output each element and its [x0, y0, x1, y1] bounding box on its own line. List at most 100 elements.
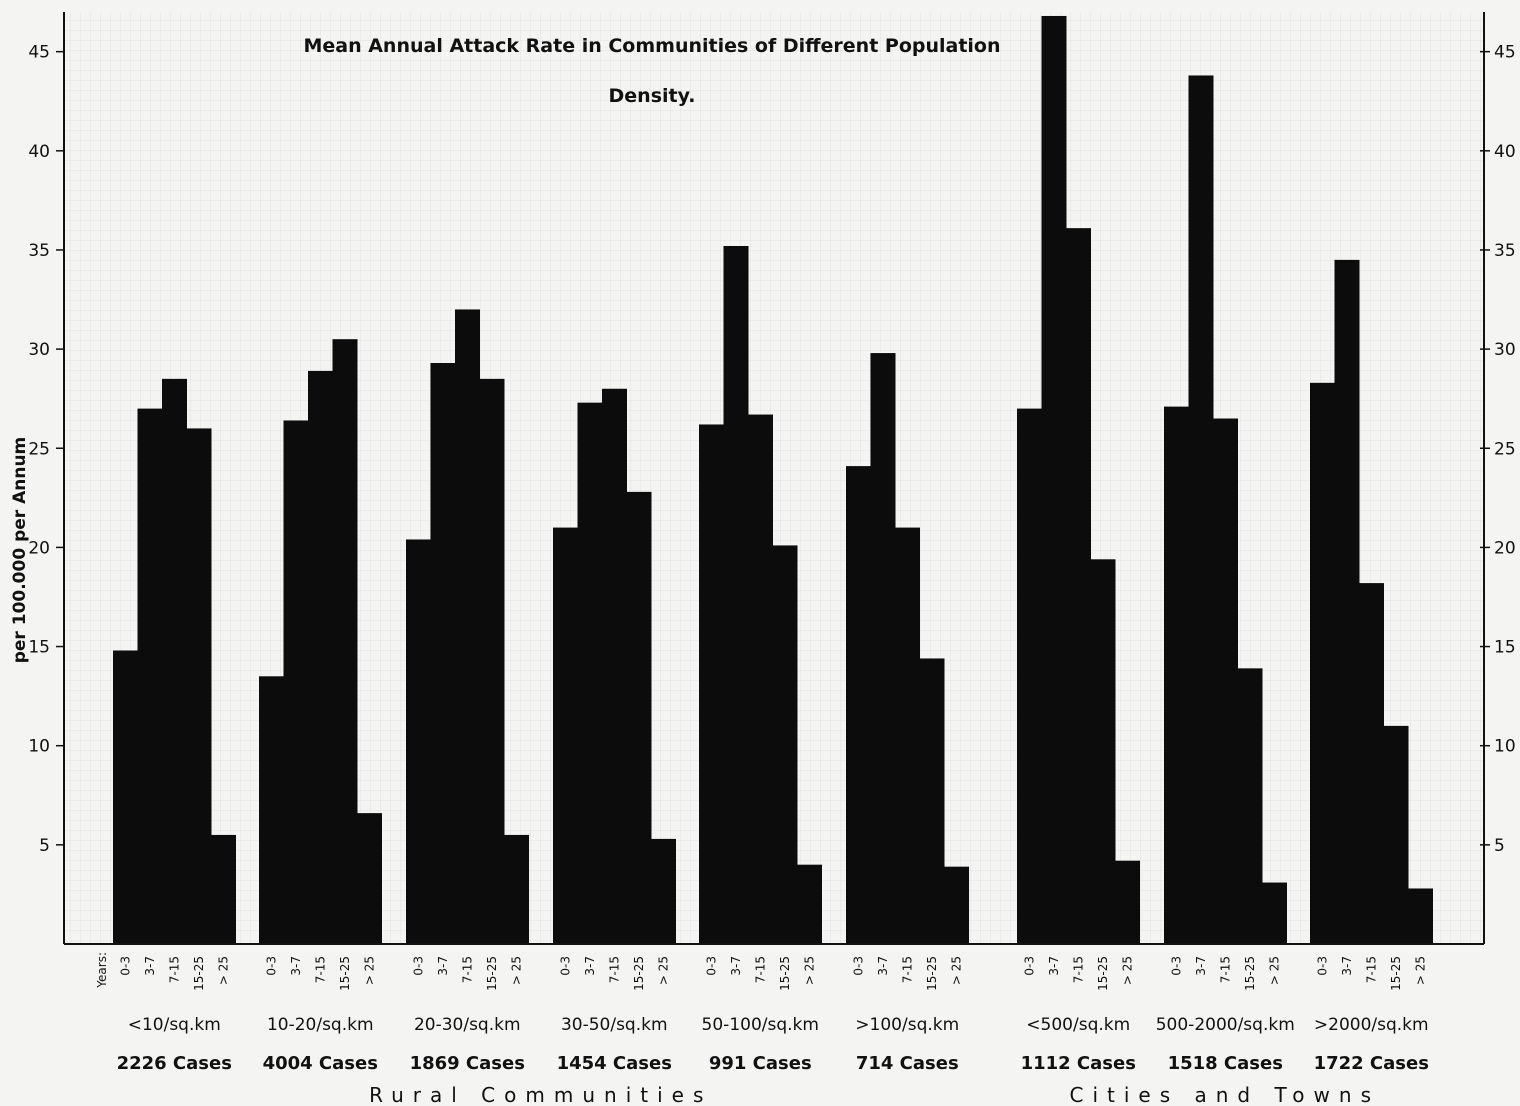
bar	[162, 378, 187, 944]
age-tick-label: 3-7	[1340, 956, 1354, 976]
bar	[1164, 406, 1189, 944]
right-tick-label: 35	[1494, 241, 1516, 261]
bar-group	[259, 339, 382, 944]
section-labels: Rural Communities Cities and Towns	[369, 1083, 1381, 1106]
age-tick-label: 3-7	[1047, 956, 1061, 976]
section-label: Rural Communities	[369, 1083, 712, 1106]
bar	[406, 539, 431, 944]
bar	[944, 866, 969, 944]
bar	[1041, 15, 1067, 945]
bar	[651, 838, 676, 944]
chart-title: Mean Annual Attack Rate in Communities o…	[303, 35, 1000, 107]
bar-group	[113, 378, 236, 945]
density-label: 10-20/sq.km	[267, 1015, 374, 1035]
y-axis-label: per 100.000 per Annum	[10, 437, 30, 664]
bar	[186, 428, 212, 944]
age-tick-label: 7-15	[607, 956, 621, 983]
age-tick-label: > 25	[802, 956, 816, 985]
bar	[455, 309, 480, 945]
age-tick-label: 0-3	[118, 956, 132, 976]
age-tick-label: 7-15	[313, 956, 327, 983]
bar	[332, 339, 358, 944]
density-label: >2000/sq.km	[1314, 1015, 1429, 1035]
bar	[113, 650, 138, 944]
bar	[723, 245, 749, 945]
age-tick-label: 15-25	[925, 956, 939, 991]
age-tick-label: 7-15	[1364, 956, 1378, 983]
age-tick-label: 0-3	[1022, 956, 1036, 976]
bar	[772, 545, 798, 944]
section-label: Cities and Towns	[1070, 1083, 1381, 1106]
cases-label: 1518 Cases	[1168, 1053, 1283, 1074]
bar-group	[1017, 15, 1140, 945]
density-label: 500-2000/sq.km	[1156, 1015, 1295, 1035]
bar	[1262, 882, 1287, 944]
bar	[1383, 725, 1409, 944]
age-axis-label: Years:	[95, 952, 109, 989]
age-tick-label: 15-25	[778, 956, 792, 991]
bar	[797, 864, 822, 944]
bar	[846, 466, 871, 944]
bar	[1115, 860, 1140, 944]
age-tick-label: 7-15	[900, 956, 914, 983]
cases-label: 1869 Cases	[410, 1053, 525, 1074]
bar	[1188, 75, 1214, 944]
bar	[308, 370, 333, 944]
age-tick-label: 3-7	[143, 956, 157, 976]
bar	[430, 362, 456, 944]
age-tick-label: 15-25	[338, 956, 352, 991]
bar	[1213, 418, 1238, 945]
left-y-axis: 5 10 15 20 25 30 35 40 45	[28, 43, 64, 856]
age-tick-label: > 25	[656, 956, 670, 985]
cases-label: 1112 Cases	[1021, 1053, 1136, 1074]
bar	[357, 813, 382, 944]
bar	[919, 658, 945, 944]
age-tick-label: 3-7	[1194, 956, 1208, 976]
bar	[699, 424, 724, 944]
age-tick-label: 15-25	[192, 956, 206, 991]
age-tick-label: 7-15	[1218, 956, 1232, 983]
bar	[479, 378, 505, 944]
bar-group	[1164, 75, 1287, 945]
bar	[1090, 559, 1116, 944]
age-tick-label: 0-3	[264, 956, 278, 976]
age-tick-label: 0-3	[1315, 956, 1329, 976]
bar-group	[699, 245, 822, 945]
left-tick-label: 45	[28, 43, 50, 63]
age-tick-label: 0-3	[851, 956, 865, 976]
age-tick-label: 15-25	[1243, 956, 1257, 991]
age-tick-label: > 25	[509, 956, 523, 985]
cases-label: 2226 Cases	[117, 1053, 232, 1074]
age-tick-label: 3-7	[436, 956, 450, 976]
bar	[1310, 382, 1335, 944]
bar-group	[553, 388, 676, 944]
age-tick-label: 0-3	[558, 956, 572, 976]
bar	[626, 491, 652, 944]
right-tick-label: 20	[1494, 538, 1516, 558]
right-tick-label: 30	[1494, 340, 1516, 360]
bar	[283, 420, 309, 944]
density-label: <10/sq.km	[128, 1015, 221, 1035]
age-tick-label: > 25	[1267, 956, 1281, 985]
bar	[259, 676, 284, 944]
left-tick-label: 35	[28, 241, 50, 261]
bar	[211, 834, 236, 944]
age-tick-label: 0-3	[1169, 956, 1183, 976]
density-label: 20-30/sq.km	[414, 1015, 521, 1035]
left-tick-label: 15	[28, 638, 50, 658]
left-tick-label: 30	[28, 340, 50, 360]
cases-label: 1722 Cases	[1314, 1053, 1429, 1074]
age-tick-label: 0-3	[704, 956, 718, 976]
right-tick-label: 25	[1494, 439, 1516, 459]
density-label: 30-50/sq.km	[561, 1015, 668, 1035]
bar-group	[1310, 259, 1433, 945]
left-tick-label: 25	[28, 439, 50, 459]
cases-label: 1454 Cases	[557, 1053, 672, 1074]
bar	[1359, 583, 1384, 944]
age-tick-label: > 25	[949, 956, 963, 985]
density-label: 50-100/sq.km	[702, 1015, 819, 1035]
age-tick-label: 7-15	[460, 956, 474, 983]
bar	[1334, 259, 1360, 945]
age-tick-label: 3-7	[876, 956, 890, 976]
